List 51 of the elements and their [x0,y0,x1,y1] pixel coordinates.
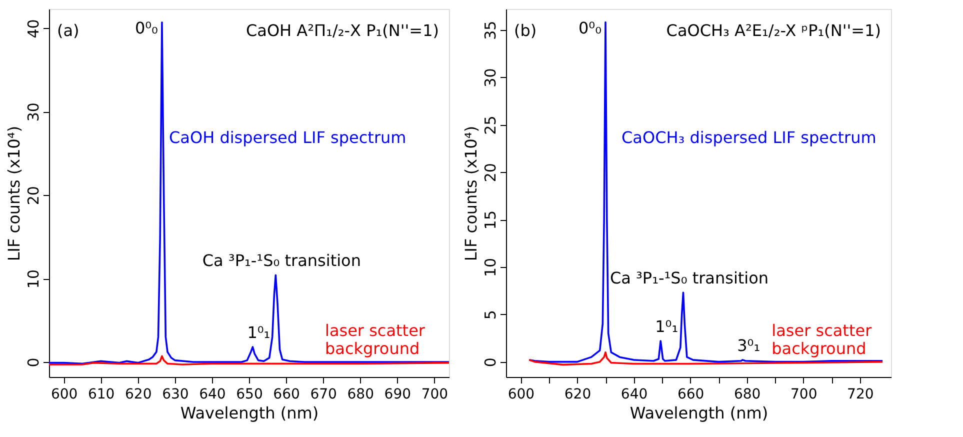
y-tick-label: 0 [24,358,42,368]
y-tick-label: 20 [24,186,42,206]
annotation: 1⁰₁ [247,322,270,342]
x-tick-label: 600 [50,386,78,402]
y-tick-label: 30 [482,68,500,88]
series-label: laser scatter background [772,321,872,358]
x-tick-label: 620 [125,386,152,402]
y-tick-label: 0 [482,358,500,368]
y-tick-label: 25 [482,116,500,135]
x-tick-label: 660 [677,386,704,402]
line-series [49,21,449,365]
x-axis-title: Wavelength (nm) [630,404,768,422]
series-label: laser scatter background [325,321,426,358]
x-tick-label: 680 [347,386,374,402]
x-tick-label: 640 [620,386,648,402]
x-tick-label: 690 [384,386,412,402]
y-axis-title: LIF counts (x10⁴) [462,126,480,262]
annotation: 0⁰₀ [578,18,602,38]
x-tick-label: 620 [564,386,592,402]
x-tick-label: 720 [847,386,874,402]
x-tick-label: 630 [162,386,189,402]
x-tick-label: 650 [236,386,263,402]
x-tick-label: 700 [790,386,818,402]
text: CaOCH₃ A²E₁/₂-X ᵖP₁(N''=1) [666,21,881,40]
y-axis-title: LIF counts (x10⁴) [4,126,24,262]
y-tick-label: 15 [482,210,500,230]
annotation: 0⁰₀ [134,18,158,38]
x-tick-label: 680 [734,386,761,402]
series-label: CaOH dispersed LIF spectrum [169,128,406,147]
y-tick-label: 5 [482,310,500,320]
y-tick-label: 30 [24,102,42,122]
x-tick-label: 600 [508,386,535,402]
y-tick-label: 35 [482,20,500,40]
annotation: Ca ³P₁-¹S₀ transition [202,251,361,270]
x-tick-label: 670 [310,386,337,402]
y-tick-label: 20 [482,163,500,182]
y-tick-label: 40 [24,19,42,38]
x-tick-label: 700 [421,386,448,402]
x-axis-title: Wavelength (nm) [180,404,319,422]
annotation: (b) [514,21,537,40]
series-label: CaOCH₃ dispersed LIF spectrum [622,128,876,147]
annotation: (a) [57,21,80,40]
x-tick-label: 640 [199,386,226,402]
y-tick-label: 10 [482,258,500,278]
annotation: Ca ³P₁-¹S₀ transition [610,268,769,288]
annotation: 3⁰₁ [737,336,760,355]
x-tick-label: 610 [88,386,115,402]
y-tick-label: 10 [24,269,42,289]
x-tick-label: 660 [273,386,300,402]
annotation: 1⁰₁ [655,316,678,336]
text: CaOH A²Π₁/₂-X P₁(N''=1) [246,21,439,40]
